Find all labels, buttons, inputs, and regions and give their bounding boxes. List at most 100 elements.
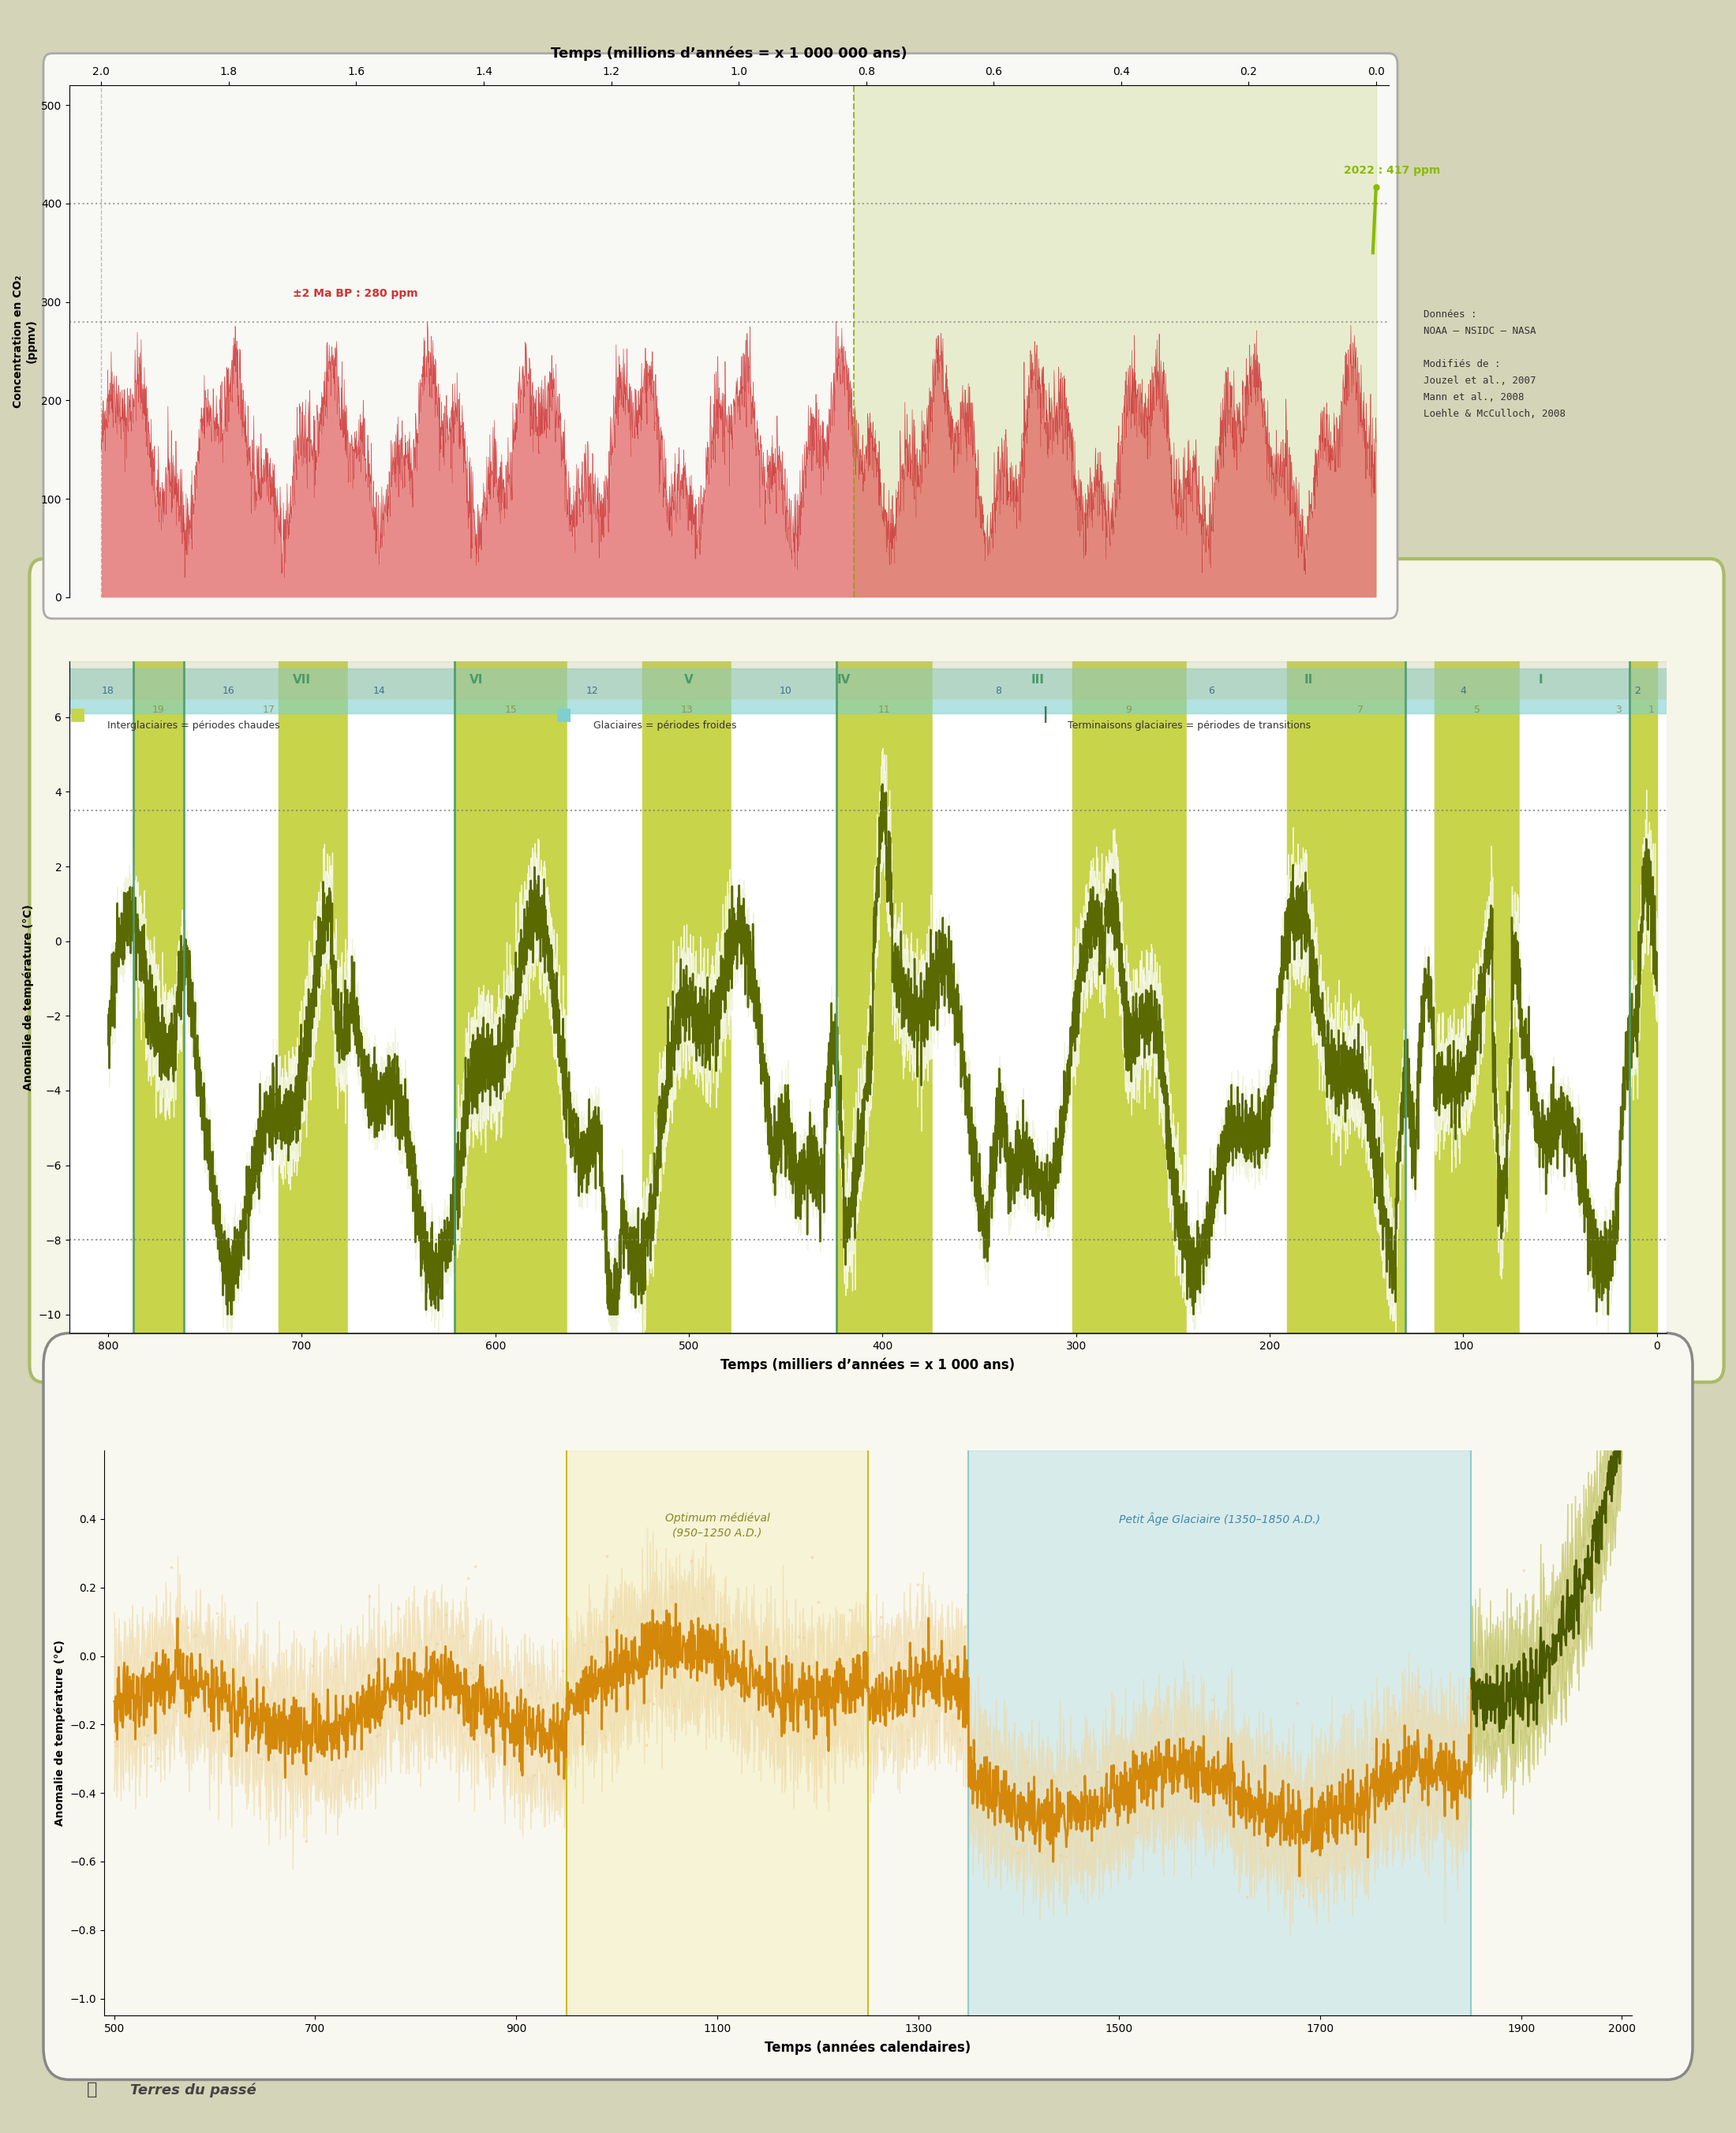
Point xyxy=(799,1540,826,1574)
Point xyxy=(746,1662,774,1696)
Text: III: III xyxy=(1031,674,1043,687)
Point xyxy=(1524,1647,1552,1681)
Point xyxy=(658,1570,686,1604)
Point xyxy=(800,1717,828,1751)
Point xyxy=(271,1713,299,1747)
Point xyxy=(483,1702,510,1736)
Point xyxy=(1516,1702,1543,1736)
Point xyxy=(1569,1527,1597,1561)
Point xyxy=(514,1732,542,1766)
Point xyxy=(462,1549,490,1583)
Point xyxy=(790,1621,818,1655)
Bar xyxy=(932,661,1073,1333)
Point xyxy=(594,1538,621,1572)
Point xyxy=(894,1723,922,1758)
Point xyxy=(1083,1753,1111,1787)
Point xyxy=(1198,1683,1226,1717)
Point xyxy=(214,1726,241,1760)
Point xyxy=(799,1649,826,1683)
Point xyxy=(446,1655,474,1689)
Point xyxy=(1160,1770,1187,1805)
Point xyxy=(1052,1839,1080,1873)
Point xyxy=(720,1674,748,1709)
Bar xyxy=(1186,661,1286,1333)
Point xyxy=(1123,1815,1151,1849)
Point xyxy=(458,1647,486,1681)
Point xyxy=(1288,1879,1316,1913)
Point xyxy=(866,1600,894,1634)
Point xyxy=(1588,1563,1616,1598)
Point xyxy=(1524,1602,1552,1636)
Point xyxy=(767,1717,795,1751)
Point xyxy=(635,1683,663,1717)
Point xyxy=(904,1568,932,1602)
Point xyxy=(639,1687,667,1721)
Point xyxy=(194,1698,222,1732)
Point xyxy=(1392,1738,1420,1773)
Bar xyxy=(69,670,1667,712)
Text: ⓒ: ⓒ xyxy=(87,2082,97,2097)
Point xyxy=(851,1662,878,1696)
Point xyxy=(325,1698,352,1732)
Bar xyxy=(69,661,1667,700)
Bar xyxy=(349,661,455,1333)
Point xyxy=(590,1719,618,1753)
Point xyxy=(865,1619,892,1653)
Point xyxy=(1370,1741,1397,1775)
Point xyxy=(710,1606,738,1640)
Point xyxy=(1377,1760,1404,1794)
Point xyxy=(1189,1768,1217,1802)
Point xyxy=(514,1668,542,1702)
Point xyxy=(193,1657,220,1691)
Point xyxy=(128,1679,156,1713)
Point xyxy=(1429,1738,1457,1773)
Point xyxy=(793,1723,821,1758)
Point xyxy=(250,1649,278,1683)
Point xyxy=(1595,1487,1623,1521)
Text: 2022 : 417 ppm: 2022 : 417 ppm xyxy=(1344,164,1441,177)
Point xyxy=(677,1544,705,1578)
Point xyxy=(1302,1807,1330,1841)
Text: VI: VI xyxy=(469,674,483,687)
Point xyxy=(1410,1781,1437,1815)
Point xyxy=(536,1736,564,1770)
Point xyxy=(838,1689,866,1723)
Bar xyxy=(731,661,837,1333)
Point xyxy=(595,1645,623,1679)
Text: Optimum médiéval
(950–1250 A.D.): Optimum médiéval (950–1250 A.D.) xyxy=(665,1512,769,1538)
Text: 13: 13 xyxy=(681,704,693,715)
Point xyxy=(1305,1837,1333,1871)
Bar xyxy=(642,661,731,1333)
Point xyxy=(1505,1600,1533,1634)
Point xyxy=(1404,1694,1432,1728)
Point xyxy=(203,1595,231,1630)
Text: Glaciaires = périodes froides: Glaciaires = périodes froides xyxy=(594,721,736,729)
Point xyxy=(587,1623,615,1657)
Point xyxy=(752,1664,779,1698)
Text: V: V xyxy=(684,674,694,687)
Point xyxy=(1102,1751,1130,1785)
Point xyxy=(1363,1728,1391,1762)
Point xyxy=(946,1721,974,1755)
Y-axis label: Concentration en CO₂
(ppmv): Concentration en CO₂ (ppmv) xyxy=(12,275,36,407)
Bar xyxy=(837,661,932,1333)
Point xyxy=(868,1732,896,1766)
Point xyxy=(1177,1736,1205,1770)
Point xyxy=(1410,1817,1437,1851)
Point xyxy=(1559,1636,1587,1670)
Text: VII: VII xyxy=(293,674,311,687)
Point xyxy=(182,1619,210,1653)
Point xyxy=(1601,1465,1628,1499)
Point xyxy=(328,1753,356,1787)
Point xyxy=(460,1659,488,1694)
Point xyxy=(1597,1382,1625,1416)
Point xyxy=(1462,1649,1489,1683)
Point xyxy=(1246,1832,1274,1866)
Point xyxy=(951,1608,979,1642)
Point xyxy=(1040,1760,1068,1794)
Point xyxy=(1455,1681,1483,1715)
Point xyxy=(1370,1738,1397,1773)
Point xyxy=(540,1687,568,1721)
Point xyxy=(658,1619,686,1653)
Point xyxy=(1361,1747,1389,1781)
